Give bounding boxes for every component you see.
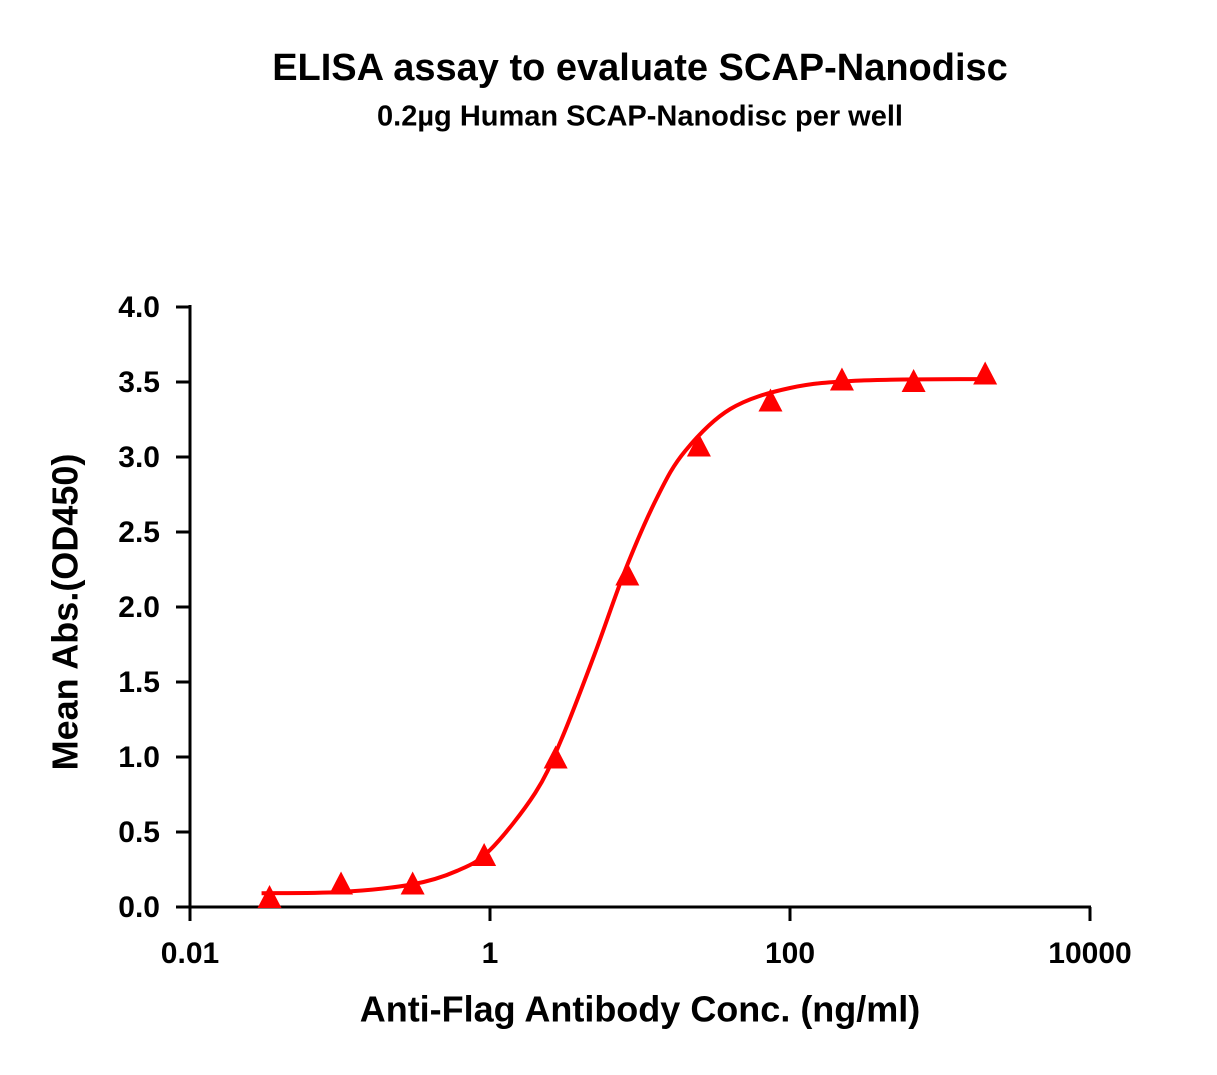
- y-tick-label: 2.5: [118, 516, 160, 549]
- data-point: [829, 367, 854, 391]
- data-point: [472, 843, 497, 866]
- y-axis-label: Mean Abs.(OD450): [45, 454, 86, 771]
- x-tick-label: 1: [482, 937, 499, 970]
- data-point: [329, 871, 354, 895]
- y-tick-label: 1.0: [118, 741, 160, 774]
- data-point: [615, 562, 640, 586]
- data-point: [400, 871, 425, 895]
- data-point: [758, 388, 783, 412]
- y-tick-label: 0.0: [118, 891, 160, 924]
- y-tick-label: 3.5: [118, 366, 160, 399]
- x-tick-label: 100: [765, 937, 815, 970]
- fit-curve: [261, 377, 986, 896]
- data-point: [686, 433, 711, 457]
- data-point: [257, 885, 282, 908]
- y-tick-label: 0.5: [118, 816, 160, 849]
- chart-title: ELISA assay to evaluate SCAP-Nanodisc: [272, 47, 1008, 89]
- y-tick-label: 1.5: [118, 666, 160, 699]
- data-point: [973, 361, 998, 385]
- x-tick-label: 0.01: [161, 937, 219, 970]
- y-tick-label: 2.0: [118, 591, 160, 624]
- data-point: [543, 745, 568, 769]
- y-tick-label: 4.0: [118, 291, 160, 324]
- x-axis-label: Anti-Flag Antibody Conc. (ng/ml): [360, 989, 921, 1030]
- data-point: [901, 369, 926, 392]
- x-tick-label: 10000: [1048, 937, 1131, 970]
- y-tick-label: 3.0: [118, 441, 160, 474]
- chart-subtitle: 0.2µg Human SCAP-Nanodisc per well: [377, 101, 903, 133]
